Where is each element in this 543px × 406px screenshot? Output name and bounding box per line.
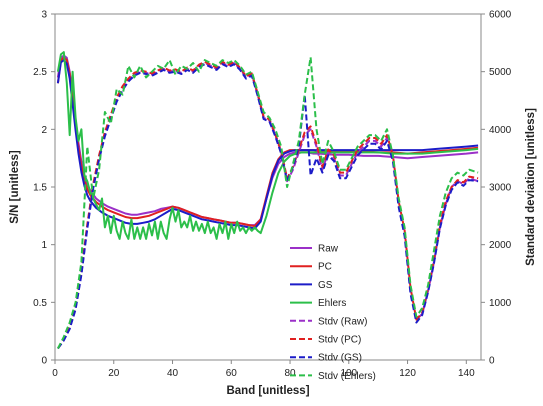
y2-tick-label: 4000: [489, 125, 512, 136]
y2-axis-title: Standard deviation [unitless]: [525, 108, 537, 266]
y-tick-label: 2.5: [33, 67, 47, 78]
y-tick-label: 1: [41, 240, 47, 251]
x-tick-label: 40: [167, 368, 179, 379]
legend-label-2: GS: [318, 280, 333, 291]
x-tick-label: 0: [52, 368, 58, 379]
legend: Raw PC GS Ehlers Stdv (Raw) Stdv (PC) Stdv (GS…: [290, 244, 376, 382]
x-tick-label: 140: [458, 368, 475, 379]
x-axis-title: Band [unitless]: [226, 385, 309, 397]
y-tick-label: 3: [41, 10, 47, 21]
series-line-5: [57, 60, 479, 350]
y-tick-label: 0.5: [33, 298, 47, 309]
legend-label-0: Raw: [318, 244, 339, 255]
axes-layer: 0 20 40 60 80 100 120 140 0 0.5 1 1.5 2 2.5 3 0 1000 2000…: [33, 10, 512, 380]
x-tick-label: 80: [284, 368, 296, 379]
y2-tick-label: 5000: [489, 67, 512, 78]
x-tick-label: 100: [340, 368, 357, 379]
legend-label-7: Stdv (Ehlers): [318, 371, 376, 382]
y2-tick-label: 0: [489, 356, 495, 367]
y2-tick-label: 6000: [489, 10, 512, 21]
y-tick-label: 1.5: [33, 183, 47, 194]
series-line-2: [56, 59, 479, 230]
y2-tick-label: 3000: [489, 183, 512, 194]
x-tick-label: 60: [226, 368, 238, 379]
x-tick-label: 20: [108, 368, 120, 379]
y2-tick-label: 2000: [489, 240, 512, 251]
legend-label-5: Stdv (PC): [318, 335, 361, 346]
series-line-1: [56, 56, 479, 228]
legend-label-4: Stdv (Raw): [318, 316, 367, 327]
legend-label-3: Ehlers: [318, 298, 346, 309]
y-axis-title: S/N [unitless]: [9, 150, 21, 224]
y2-tick-label: 1000: [489, 298, 512, 309]
legend-label-1: PC: [318, 262, 332, 273]
series-line-7: [57, 56, 479, 349]
y-tick-label: 2: [41, 125, 47, 136]
series-layer: [56, 51, 479, 350]
y-tick-label: 0: [41, 356, 47, 367]
legend-label-6: Stdv (GS): [318, 353, 362, 364]
x-tick-label: 120: [399, 368, 416, 379]
